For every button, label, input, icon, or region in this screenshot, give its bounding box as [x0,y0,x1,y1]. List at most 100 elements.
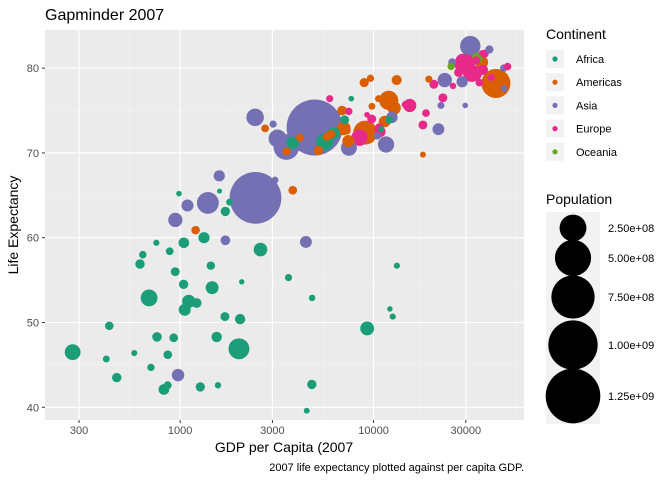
point-africa [139,250,147,259]
point-europe [503,62,512,71]
point-americas [282,147,291,156]
size-legend-circle [554,239,592,277]
point-americas [296,133,305,142]
color-legend-swatch [552,149,558,155]
point-africa [284,273,293,282]
point-africa [140,289,158,307]
point-africa [214,382,222,389]
point-africa [195,382,205,392]
point-europe [487,73,495,82]
point-europe [364,111,370,118]
x-tick-label: 3000 [260,425,284,437]
point-americas [191,225,200,235]
point-africa [217,188,223,194]
point-africa [205,281,219,295]
color-legend-label: Asia [576,100,598,112]
point-africa [385,115,394,124]
point-europe [422,109,430,117]
point-africa [206,261,216,270]
point-europe [351,129,368,146]
size-legend-label: 1.25e+09 [608,391,654,403]
color-legend-swatch [552,56,558,62]
size-legend-label: 2.50e+08 [608,223,654,235]
point-americas [313,145,324,156]
point-africa [228,338,250,360]
point-africa [163,381,172,390]
point-africa [389,313,396,320]
point-asia [373,132,381,140]
point-africa [105,321,114,331]
color-legend: Continent Africa Americas Asia Europe Oceani… [546,26,622,161]
point-oceania [447,62,455,71]
point-europe [345,107,353,116]
point-asia [437,101,445,109]
point-africa [64,344,81,361]
point-africa [102,355,110,363]
point-africa [286,136,300,150]
point-asia [249,179,273,203]
size-legend-label: 1.00e+09 [608,340,654,352]
x-axis-ticks: 300 1000 3000 10000 30000 [70,420,481,437]
point-asia [246,108,264,127]
chart-caption: 2007 life expectancy plotted against per… [269,462,524,474]
point-africa [169,333,179,343]
point-africa [170,267,180,277]
point-europe [477,65,486,75]
point-americas [288,185,298,195]
point-africa [152,332,162,342]
point-africa [178,279,189,290]
point-africa [307,379,317,390]
point-europe [429,79,439,89]
size-legend-circle [559,214,587,242]
point-europe [471,56,481,65]
y-tick-label: 70 [27,148,39,160]
point-asia [300,236,312,248]
point-europe [455,53,470,68]
point-europe [401,100,410,109]
point-africa [176,190,182,197]
color-legend-swatch [552,79,558,85]
size-legend-label: 5.00e+08 [608,253,654,265]
point-americas [425,75,433,83]
point-europe [367,114,377,124]
point-americas [391,74,402,86]
point-asia [377,136,395,153]
color-legend-label: Europe [576,124,611,136]
size-legend-circle [551,275,595,319]
color-legend-title: Continent [546,26,606,42]
point-europe [475,78,484,87]
point-asia [220,235,231,246]
y-axis-title: Life Expectancy [5,176,21,275]
point-americas [368,102,376,110]
point-africa [165,247,174,256]
point-africa [135,259,145,269]
point-americas [374,95,383,103]
point-africa [393,262,400,269]
point-asia [485,45,494,54]
y-tick-label: 50 [27,318,39,330]
point-africa [178,237,190,249]
point-africa [360,321,375,336]
color-legend-label: Africa [576,54,605,66]
x-tick-label: 300 [70,425,88,437]
point-americas [359,77,369,88]
size-legend-label: 7.50e+08 [608,292,654,304]
point-asia [302,127,311,136]
size-legend: Population 2.50e+08 5.00e+08 7.50e+08 1.00e… [545,191,654,424]
point-africa [308,294,316,302]
size-legend-title: Population [546,191,612,207]
point-africa [178,303,191,316]
point-asia [171,368,185,382]
point-europe [454,67,464,77]
point-asia [168,212,183,228]
point-asia [462,102,469,109]
point-africa [198,232,210,244]
y-axis-ticks: 40 50 60 70 80 [27,63,45,414]
color-legend-swatch [552,102,558,108]
point-africa [226,198,234,206]
point-asia [243,209,255,221]
point-asia [432,123,445,136]
point-africa [220,312,230,322]
point-asia [268,129,287,148]
x-tick-label: 30000 [450,425,481,437]
